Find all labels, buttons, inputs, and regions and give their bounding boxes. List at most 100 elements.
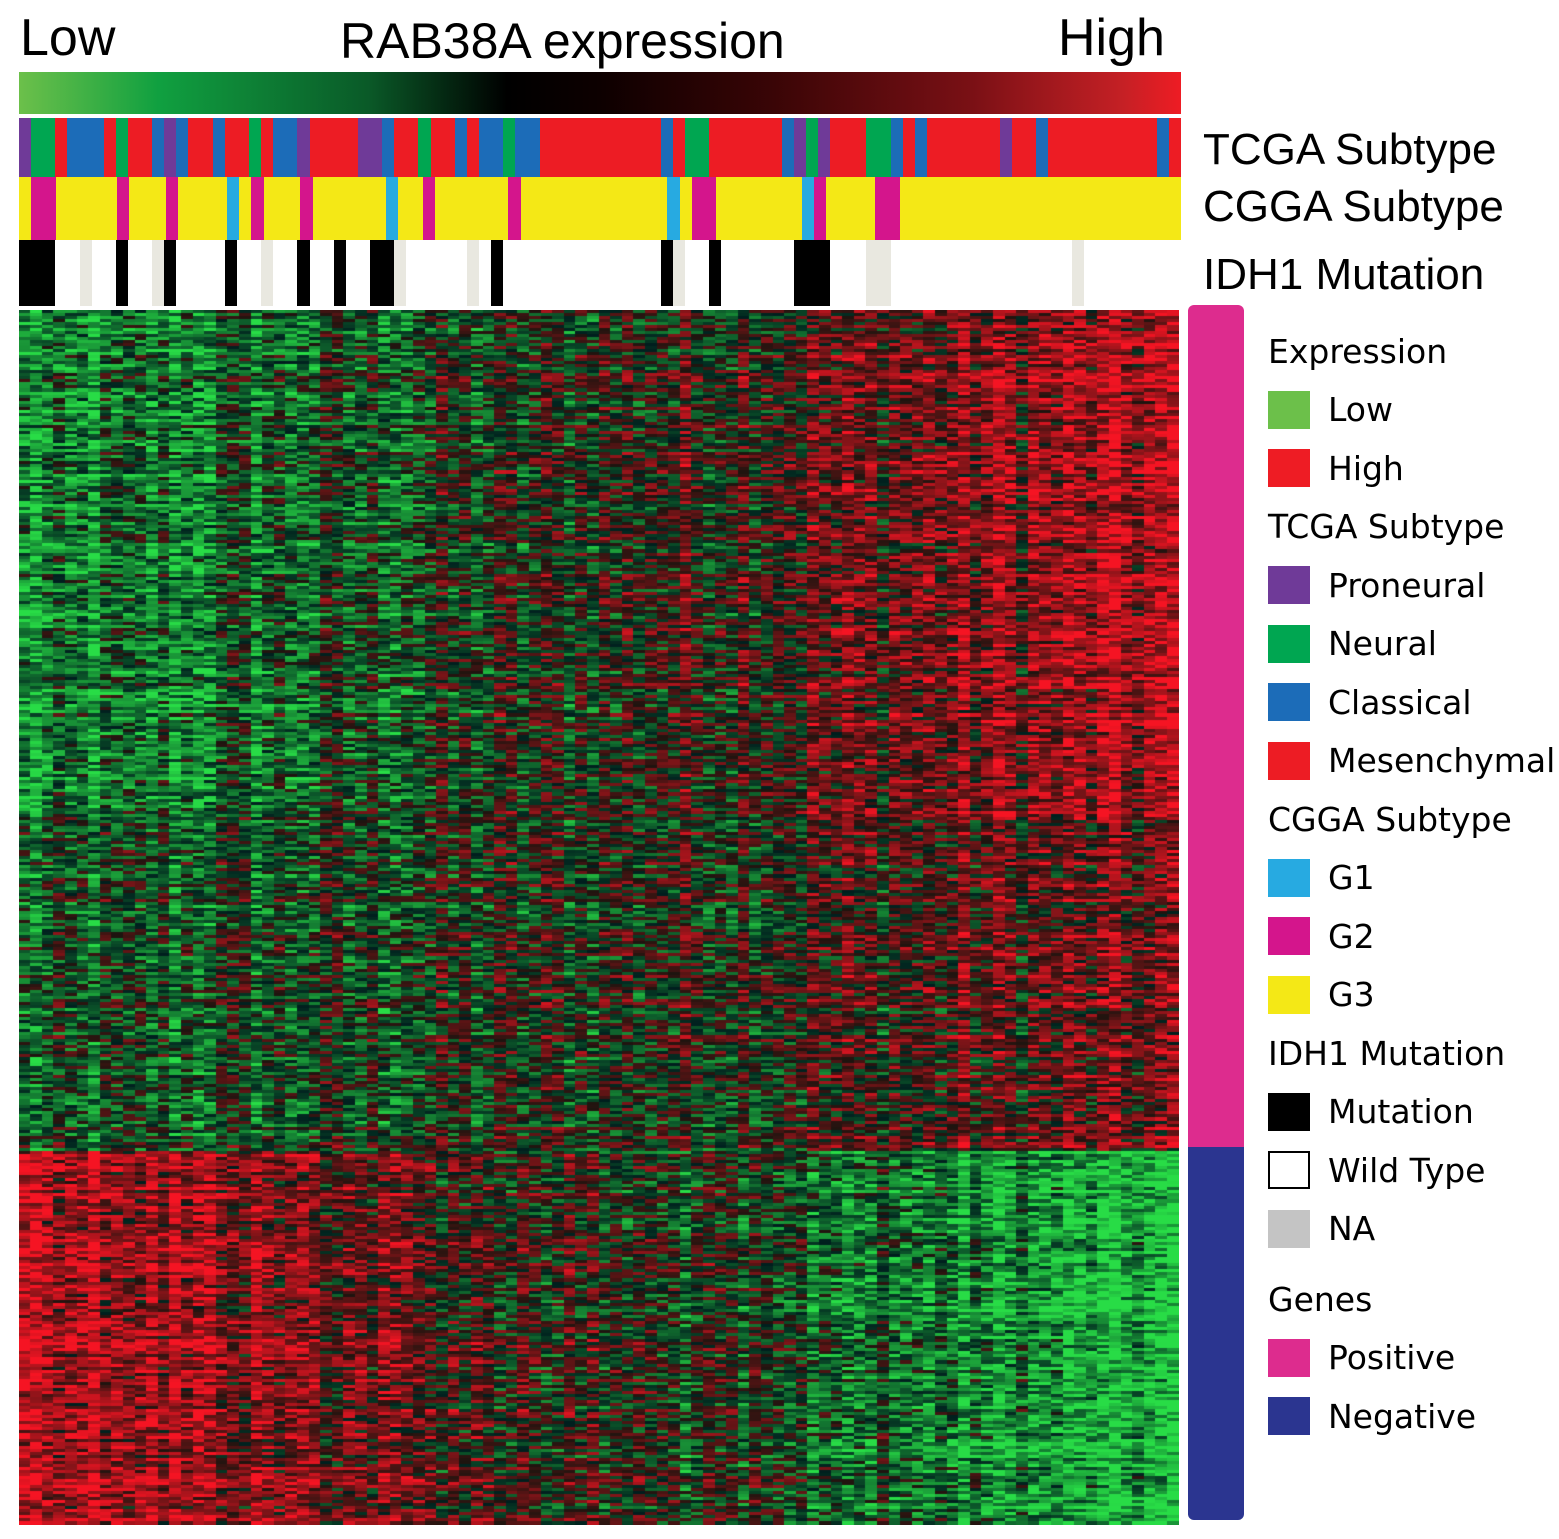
track-segment-wild-type bbox=[721, 240, 794, 306]
track-segment-classical bbox=[1156, 118, 1169, 177]
track-segment-wild-type bbox=[890, 240, 1073, 306]
track-segment-g3 bbox=[19, 177, 32, 240]
track-segment-neural bbox=[115, 118, 128, 177]
track-segment-g2 bbox=[300, 177, 313, 240]
track-segment-wild-type bbox=[503, 240, 661, 306]
legend-swatch bbox=[1268, 390, 1310, 429]
track-segment-wild-type bbox=[176, 240, 225, 306]
track-segment-wild-type bbox=[684, 240, 709, 306]
legend-swatch bbox=[1268, 917, 1310, 956]
legend-item: Mutation bbox=[1268, 1083, 1558, 1142]
track-segment-mutation bbox=[491, 240, 504, 306]
track-segment-classical bbox=[515, 118, 540, 177]
legend-item: Classical bbox=[1268, 673, 1558, 732]
legend-label: Classical bbox=[1328, 682, 1472, 722]
legend-swatch bbox=[1268, 1092, 1310, 1131]
track-segment-g3 bbox=[398, 177, 423, 240]
track-segment-mesenchymal bbox=[926, 118, 1000, 177]
track-segment-mesenchymal bbox=[466, 118, 479, 177]
track-segment-g3 bbox=[312, 177, 386, 240]
track-segment-na bbox=[466, 240, 479, 306]
legend-swatch bbox=[1268, 1338, 1310, 1377]
track-segment-classical bbox=[890, 118, 903, 177]
track-segment-neural bbox=[418, 118, 431, 177]
track-segment-na bbox=[1072, 240, 1085, 306]
legend-item: G3 bbox=[1268, 966, 1558, 1025]
track-segment-g2 bbox=[31, 177, 56, 240]
track-segment-na bbox=[394, 240, 407, 306]
track-segment-proneural bbox=[999, 118, 1012, 177]
track-segment-proneural bbox=[817, 118, 831, 177]
track-segment-wild-type bbox=[236, 240, 262, 306]
track-segment-g3 bbox=[434, 177, 509, 240]
track-segment-g2 bbox=[875, 177, 900, 240]
cgga-track-label: CGGA Subtype bbox=[1203, 182, 1504, 231]
legend-item: NA bbox=[1268, 1200, 1558, 1259]
track-segment-g2 bbox=[251, 177, 264, 240]
legend-label: High bbox=[1328, 448, 1404, 488]
track-segment-mutation bbox=[370, 240, 395, 306]
track-segment-mesenchymal bbox=[224, 118, 249, 177]
track-segment-mutation bbox=[115, 240, 128, 306]
gene-group-bar bbox=[1188, 305, 1244, 1520]
track-segment-mesenchymal bbox=[672, 118, 685, 177]
legend-item: G1 bbox=[1268, 849, 1558, 908]
track-segment-neural bbox=[503, 118, 516, 177]
track-segment-classical bbox=[914, 118, 927, 177]
track-segment-g2 bbox=[116, 177, 130, 240]
track-segment-mutation bbox=[708, 240, 722, 306]
track-segment-g3 bbox=[178, 177, 227, 240]
track-segment-mutation bbox=[224, 240, 237, 306]
track-segment-g3 bbox=[679, 177, 692, 240]
track-segment-classical bbox=[212, 118, 225, 177]
track-segment-neural bbox=[866, 118, 891, 177]
legend-label: Wild Type bbox=[1328, 1150, 1486, 1190]
track-segment-g3 bbox=[129, 177, 166, 240]
track-segment-mesenchymal bbox=[830, 118, 867, 177]
legend-swatch bbox=[1268, 449, 1310, 488]
track-segment-wild-type bbox=[345, 240, 371, 306]
legend: Expression Low High TCGA Subtype Proneural Ne… bbox=[1268, 322, 1558, 1446]
track-segment-proneural bbox=[297, 118, 310, 177]
legend-heading: TCGA Subtype bbox=[1268, 507, 1505, 547]
tcga-subtype-track bbox=[19, 118, 1182, 177]
track-segment-g3 bbox=[520, 177, 668, 240]
track-segment-g1 bbox=[226, 177, 240, 240]
track-segment-mesenchymal bbox=[103, 118, 116, 177]
track-segment-na bbox=[866, 240, 891, 306]
track-segment-classical bbox=[1035, 118, 1048, 177]
track-segment-g3 bbox=[899, 177, 1182, 240]
track-segment-classical bbox=[479, 118, 504, 177]
legend-label: G2 bbox=[1328, 916, 1375, 956]
track-segment-na bbox=[152, 240, 165, 306]
legend-label: G3 bbox=[1328, 975, 1375, 1015]
track-segment-mutation bbox=[660, 240, 673, 306]
track-segment-g2 bbox=[165, 177, 179, 240]
legend-heading: Expression bbox=[1268, 331, 1448, 371]
track-segment-mesenchymal bbox=[708, 118, 782, 177]
legend-label: G1 bbox=[1328, 858, 1375, 898]
track-segment-mesenchymal bbox=[261, 118, 274, 177]
track-segment-classical bbox=[176, 118, 189, 177]
track-segment-classical bbox=[382, 118, 395, 177]
track-segment-mutation bbox=[333, 240, 346, 306]
legend-label: Proneural bbox=[1328, 565, 1486, 605]
track-segment-mutation bbox=[297, 240, 310, 306]
track-segment-wild-type bbox=[273, 240, 298, 306]
track-segment-neural bbox=[805, 118, 818, 177]
legend-label: Positive bbox=[1328, 1338, 1456, 1378]
track-segment-mutation bbox=[164, 240, 177, 306]
track-segment-na bbox=[672, 240, 685, 306]
track-segment-mesenchymal bbox=[902, 118, 915, 177]
track-segment-g1 bbox=[667, 177, 680, 240]
title-high-label: High bbox=[1058, 9, 1165, 67]
legend-swatch bbox=[1268, 1151, 1310, 1190]
track-segment-na bbox=[79, 240, 92, 306]
track-segment-classical bbox=[781, 118, 794, 177]
legend-swatch bbox=[1268, 975, 1310, 1014]
track-segment-na bbox=[261, 240, 274, 306]
track-segment-neural bbox=[249, 118, 262, 177]
track-segment-classical bbox=[454, 118, 467, 177]
track-segment-g2 bbox=[422, 177, 435, 240]
legend-swatch bbox=[1268, 1397, 1310, 1436]
